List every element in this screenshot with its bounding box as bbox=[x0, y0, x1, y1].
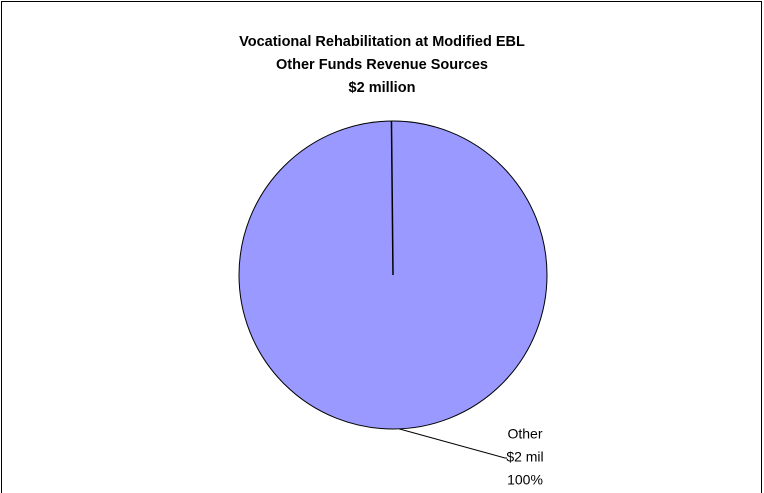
leader-line bbox=[399, 428, 507, 459]
slice-edge bbox=[390, 121, 394, 276]
chart-title: Vocational Rehabilitation at Modified EB… bbox=[239, 34, 525, 50]
chart-total: $2 million bbox=[349, 80, 416, 96]
data-label-percent: 100% bbox=[507, 472, 543, 488]
data-label-amount: $2 mil bbox=[506, 449, 543, 465]
chart-subtitle: Other Funds Revenue Sources bbox=[276, 57, 488, 73]
data-label-category: Other bbox=[507, 426, 542, 442]
